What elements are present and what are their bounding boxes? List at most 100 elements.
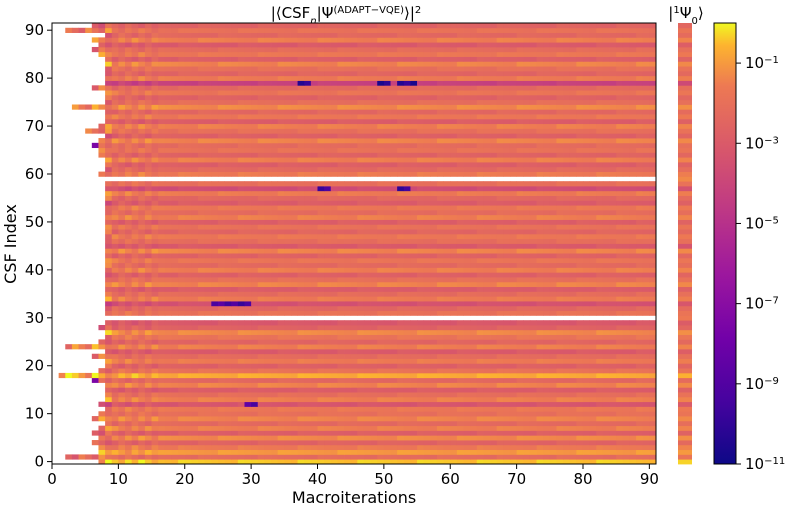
heatmap-cell: [563, 224, 571, 230]
heatmap-cell: [629, 305, 637, 312]
heatmap-cell: [423, 449, 431, 455]
heatmap-cell: [211, 257, 219, 264]
heatmap-cell: [284, 396, 292, 403]
heatmap-cell: [290, 219, 298, 225]
heatmap-cell: [430, 363, 438, 369]
heatmap-cell: [543, 181, 551, 187]
heatmap-cell: [629, 248, 637, 254]
heatmap-cell: [191, 401, 199, 407]
heatmap-cell: [105, 281, 113, 288]
heatmap-cell: [337, 243, 345, 249]
heatmap-cell: [596, 372, 604, 379]
heatmap-cell: [543, 401, 551, 407]
heatmap-cell: [629, 401, 637, 407]
heatmap-cell: [443, 310, 451, 316]
heatmap-cell: [616, 382, 624, 388]
heatmap-cell: [642, 416, 650, 422]
heatmap-cell: [616, 329, 624, 335]
heatmap-cell: [490, 281, 498, 288]
heatmap-cell: [264, 329, 272, 335]
heatmap-cell: [516, 185, 524, 192]
heatmap-cell: [582, 392, 591, 398]
heatmap-cell: [410, 233, 418, 240]
heatmap-cell: [370, 233, 378, 240]
heatmap-cell: [430, 253, 438, 259]
heatmap-cell: [191, 435, 199, 441]
heatmap-cell: [277, 435, 285, 441]
heatmap-cell: [410, 339, 418, 345]
heatmap-cell: [350, 248, 358, 254]
heatmap-cell: [158, 229, 166, 235]
heatmap-cell: [337, 459, 345, 465]
heatmap-cell: [536, 324, 544, 331]
heatmap-cell: [344, 382, 352, 388]
heatmap-cell: [410, 420, 418, 427]
heatmap-cell: [297, 305, 305, 312]
heatmap-cells: [58, 23, 657, 465]
heatmap-cell: [483, 267, 491, 273]
heatmap-cell: [569, 262, 577, 268]
heatmap-cell: [178, 185, 186, 192]
heatmap-cell: [503, 310, 511, 316]
heatmap-cell: [105, 185, 113, 192]
heatmap-cell: [310, 430, 318, 436]
heatmap-cell: [403, 435, 411, 441]
heatmap-cell: [330, 291, 338, 297]
heatmap-cell: [622, 209, 630, 216]
heatmap-cell: [529, 253, 537, 259]
heatmap-cell: [231, 392, 239, 398]
heatmap-cell: [244, 257, 252, 264]
title-sub: n: [310, 16, 316, 27]
heatmap-cell: [523, 320, 531, 326]
heatmap-cell: [596, 396, 604, 403]
heatmap-cell: [476, 334, 484, 340]
heatmap-cell: [317, 459, 325, 465]
heatmap-cell: [171, 195, 179, 201]
heatmap-cell: [556, 454, 564, 460]
heatmap-cell: [436, 406, 445, 412]
heatmap-cell: [456, 339, 464, 345]
heatmap-cell: [516, 277, 524, 283]
heatmap-cell: [324, 339, 332, 345]
heatmap-cell: [330, 185, 338, 192]
heatmap-cell: [191, 368, 199, 374]
heatmap-cell: [403, 185, 411, 192]
heatmap-cell: [450, 324, 458, 331]
heatmap-cell: [357, 396, 365, 403]
heatmap-cell: [125, 224, 133, 230]
heatmap-cell: [403, 420, 411, 427]
heatmap-cell: [357, 286, 365, 292]
heatmap-cell: [131, 339, 139, 345]
heatmap-cell: [529, 209, 537, 216]
heatmap-cell: [257, 358, 265, 364]
heatmap-cell: [204, 396, 212, 403]
heatmap-cell: [284, 233, 292, 240]
heatmap-cell: [443, 372, 451, 379]
heatmap-cell: [171, 444, 179, 451]
heatmap-cell: [244, 181, 252, 187]
heatmap-cell: [171, 233, 179, 240]
heatmap-cell: [237, 310, 245, 316]
heatmap-cell: [98, 372, 106, 379]
heatmap-cell: [543, 454, 551, 460]
heatmap-cell: [257, 339, 265, 345]
heatmap-cell: [516, 396, 524, 403]
heatmap-cell: [649, 301, 657, 307]
heatmap-cell: [496, 209, 504, 216]
heatmap-cell: [496, 363, 504, 369]
heatmap-cell: [417, 233, 425, 240]
heatmap-cell: [490, 348, 498, 355]
heatmap-cell: [576, 425, 584, 431]
heatmap-cell: [350, 454, 358, 460]
heatmap-cell: [516, 200, 524, 206]
heatmap-cell: [436, 205, 445, 211]
heatmap-cell: [529, 348, 537, 355]
heatmap-cell: [582, 324, 591, 331]
heatmap-cell: [483, 272, 491, 278]
heatmap-cell: [549, 382, 557, 388]
heatmap-cell: [503, 224, 511, 230]
heatmap-cell: [377, 372, 385, 379]
heatmap-cell: [98, 430, 106, 436]
heatmap-cell: [125, 296, 133, 302]
